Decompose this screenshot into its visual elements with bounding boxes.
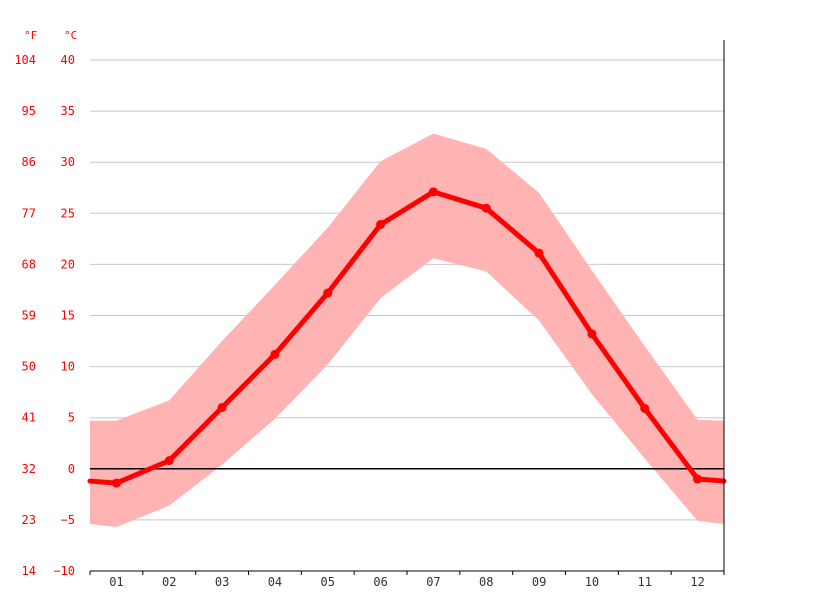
y-tick-label-celsius: 10 [61, 360, 75, 374]
average-temperature-point [640, 404, 650, 414]
x-tick-label: 11 [638, 575, 652, 589]
y-tick-label-celsius: 35 [61, 104, 75, 118]
x-tick-label: 07 [426, 575, 440, 589]
temperature-range-band [90, 133, 724, 528]
y-tick-label-celsius: −10 [53, 564, 75, 578]
y-tick-label-celsius: 20 [61, 257, 75, 271]
y-tick-label-celsius: 0 [68, 462, 75, 476]
y-tick-label-celsius: 30 [61, 155, 75, 169]
y-tick-label-fahrenheit: 23 [22, 513, 36, 527]
x-tick-label: 10 [585, 575, 599, 589]
average-temperature-point [428, 187, 438, 197]
y-tick-label-fahrenheit: 104 [14, 53, 36, 67]
x-tick-label: 01 [109, 575, 123, 589]
y-tick-label-fahrenheit: 50 [22, 360, 36, 374]
x-tick-label: 06 [373, 575, 387, 589]
range-band-layer [90, 133, 724, 528]
average-temperature-point [217, 402, 227, 412]
average-temperature-point [111, 478, 121, 488]
y-tick-label-fahrenheit: 41 [22, 411, 36, 425]
y-tick-label-celsius: 40 [61, 53, 75, 67]
y-tick-label-celsius: 15 [61, 309, 75, 323]
average-temperature-point [270, 349, 280, 359]
axis-layer [89, 40, 725, 575]
average-temperature-point [534, 248, 544, 258]
average-temperature-point [693, 474, 703, 484]
x-tick-label: 05 [321, 575, 335, 589]
average-points-layer [111, 187, 703, 488]
unit-celsius: °C [64, 29, 77, 42]
unit-fahrenheit: °F [24, 29, 37, 42]
x-tick-label: 03 [215, 575, 229, 589]
y-tick-label-fahrenheit: 77 [22, 206, 36, 220]
y-tick-label-celsius: 25 [61, 206, 75, 220]
x-tick-label: 12 [690, 575, 704, 589]
average-line-layer [87, 189, 727, 486]
y-tick-label-fahrenheit: 14 [22, 564, 36, 578]
average-temperature-line [87, 189, 727, 486]
y-tick-labels: 40 104 35 95 30 86 25 77 20 68 15 59 10 50 5 41 0 32 −5 23 −… [14, 29, 77, 578]
x-tick-labels: 01 02 03 04 05 06 07 08 09 10 11 12 [109, 575, 705, 589]
y-tick-label-fahrenheit: 59 [22, 309, 36, 323]
average-temperature-point [323, 288, 333, 298]
average-temperature-point [376, 220, 386, 230]
average-temperature-point [481, 203, 491, 213]
average-temperature-point [164, 456, 174, 466]
x-tick-label: 02 [162, 575, 176, 589]
y-tick-label-fahrenheit: 32 [22, 462, 36, 476]
y-tick-label-fahrenheit: 95 [22, 104, 36, 118]
x-tick-label: 09 [532, 575, 546, 589]
average-temperature-point [587, 329, 597, 339]
y-tick-label-fahrenheit: 68 [22, 257, 36, 271]
y-tick-label-celsius: 5 [68, 411, 75, 425]
y-tick-label-celsius: −5 [61, 513, 75, 527]
x-tick-label: 08 [479, 575, 493, 589]
x-tick-label: 04 [268, 575, 282, 589]
y-tick-label-fahrenheit: 86 [22, 155, 36, 169]
